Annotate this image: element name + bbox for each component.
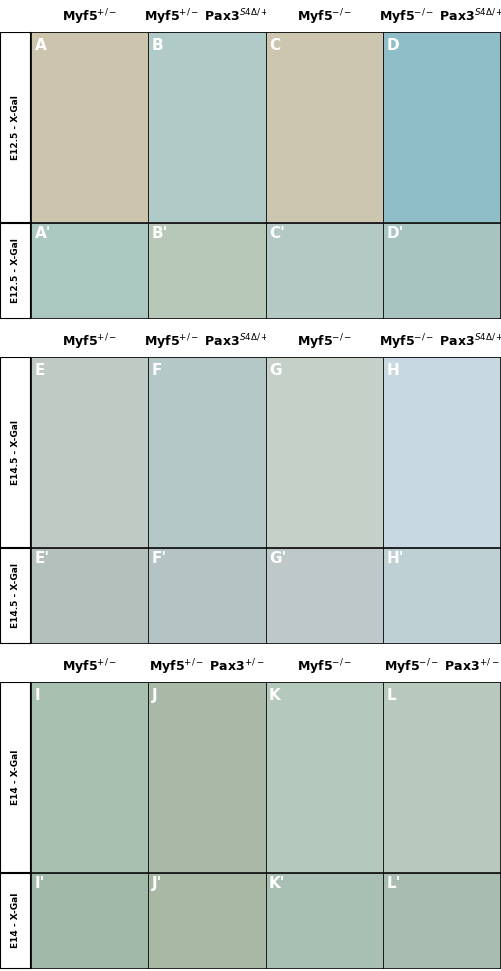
- Text: Myf5$^{-/-}$ Pax3$^{S4\Delta/+}$: Myf5$^{-/-}$ Pax3$^{S4\Delta/+}$: [378, 333, 501, 352]
- Text: Myf5$^{+/-}$ Pax3$^{+/-}$: Myf5$^{+/-}$ Pax3$^{+/-}$: [149, 657, 264, 677]
- Text: H: H: [386, 363, 398, 378]
- Text: E': E': [35, 551, 50, 566]
- Text: C': C': [269, 226, 285, 241]
- Text: C: C: [269, 38, 280, 52]
- Text: E14 - X-Gal: E14 - X-Gal: [11, 750, 20, 805]
- Text: A: A: [35, 38, 46, 52]
- Text: K': K': [269, 876, 285, 890]
- Text: E14.5 - X-Gal: E14.5 - X-Gal: [11, 419, 20, 485]
- Text: Myf5$^{-/-}$: Myf5$^{-/-}$: [296, 8, 351, 27]
- Text: Myf5$^{+/-}$: Myf5$^{+/-}$: [62, 333, 117, 352]
- Text: E14.5 - X-Gal: E14.5 - X-Gal: [11, 563, 20, 628]
- Text: Myf5$^{+/-}$ Pax3$^{S4\Delta/+}$: Myf5$^{+/-}$ Pax3$^{S4\Delta/+}$: [144, 333, 269, 352]
- Text: E: E: [35, 363, 45, 378]
- Text: G: G: [269, 363, 281, 378]
- Text: Myf5$^{-/-}$: Myf5$^{-/-}$: [296, 657, 351, 677]
- Text: Myf5$^{+/-}$ Pax3$^{S4\Delta/+}$: Myf5$^{+/-}$ Pax3$^{S4\Delta/+}$: [144, 8, 269, 27]
- Text: J: J: [152, 687, 157, 703]
- Text: F': F': [152, 551, 167, 566]
- Text: I: I: [35, 687, 40, 703]
- Text: Myf5$^{+/-}$: Myf5$^{+/-}$: [62, 657, 117, 677]
- Text: Myf5$^{-/-}$ Pax3$^{S4\Delta/+}$: Myf5$^{-/-}$ Pax3$^{S4\Delta/+}$: [378, 8, 501, 27]
- Text: H': H': [386, 551, 403, 566]
- Text: Myf5$^{-/-}$ Pax3$^{+/-}$: Myf5$^{-/-}$ Pax3$^{+/-}$: [383, 657, 498, 677]
- Text: A': A': [35, 226, 51, 241]
- Text: D: D: [386, 38, 398, 52]
- Text: Myf5$^{-/-}$: Myf5$^{-/-}$: [296, 333, 351, 352]
- Text: L': L': [386, 876, 400, 890]
- Text: K: K: [269, 687, 280, 703]
- Text: B': B': [152, 226, 168, 241]
- Text: D': D': [386, 226, 403, 241]
- Text: E14 - X-Gal: E14 - X-Gal: [11, 893, 20, 949]
- Text: L: L: [386, 687, 395, 703]
- Text: E12.5 - X-Gal: E12.5 - X-Gal: [11, 94, 20, 159]
- Text: B: B: [152, 38, 163, 52]
- Text: I': I': [35, 876, 45, 890]
- Text: J': J': [152, 876, 162, 890]
- Text: F: F: [152, 363, 162, 378]
- Text: Myf5$^{+/-}$: Myf5$^{+/-}$: [62, 8, 117, 27]
- Text: E12.5 - X-Gal: E12.5 - X-Gal: [11, 238, 20, 303]
- Text: G': G': [269, 551, 286, 566]
